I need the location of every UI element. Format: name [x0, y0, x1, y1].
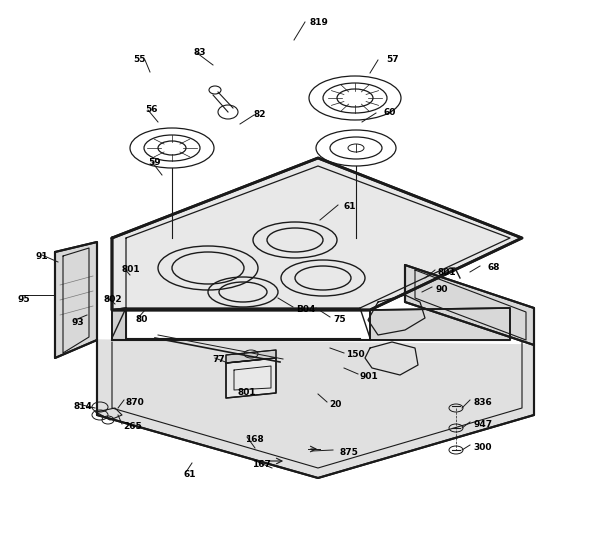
Text: 83: 83 — [194, 48, 207, 57]
Text: 300: 300 — [473, 443, 491, 452]
Text: 56: 56 — [145, 105, 157, 114]
Text: 20: 20 — [329, 400, 341, 409]
Text: 801: 801 — [238, 388, 257, 397]
Text: 55: 55 — [133, 55, 145, 64]
Text: 80: 80 — [136, 315, 148, 324]
Text: 61: 61 — [343, 202, 356, 211]
Text: 75: 75 — [333, 315, 345, 324]
Polygon shape — [405, 265, 534, 345]
Polygon shape — [112, 158, 522, 310]
Text: 59: 59 — [148, 158, 161, 167]
Text: 265: 265 — [123, 422, 142, 431]
Text: 836: 836 — [473, 398, 492, 407]
Text: 901: 901 — [360, 372, 379, 381]
Text: 150: 150 — [346, 350, 365, 359]
Text: 167: 167 — [252, 460, 271, 469]
Polygon shape — [97, 340, 534, 478]
Text: 68: 68 — [487, 263, 500, 272]
Text: 60: 60 — [383, 108, 395, 117]
Text: 77: 77 — [212, 355, 225, 364]
Text: 801: 801 — [438, 268, 457, 277]
Polygon shape — [55, 242, 97, 358]
Text: 802: 802 — [104, 295, 123, 304]
Polygon shape — [370, 308, 510, 340]
Text: 61: 61 — [183, 470, 196, 479]
Text: B04: B04 — [296, 305, 316, 314]
Text: 801: 801 — [121, 265, 140, 274]
Text: 168: 168 — [245, 435, 264, 444]
Text: 57: 57 — [386, 55, 399, 64]
Text: 95: 95 — [18, 295, 30, 304]
Text: 91: 91 — [35, 252, 47, 261]
Text: 93: 93 — [72, 318, 85, 327]
Polygon shape — [226, 358, 276, 398]
Text: 870: 870 — [126, 398, 145, 407]
Text: 875: 875 — [339, 448, 358, 457]
Text: 82: 82 — [253, 110, 266, 119]
Text: 90: 90 — [435, 285, 447, 294]
Text: 819: 819 — [310, 18, 329, 27]
Polygon shape — [112, 308, 126, 340]
Polygon shape — [226, 350, 276, 363]
Text: 814: 814 — [73, 402, 92, 411]
Text: 947: 947 — [473, 420, 492, 429]
